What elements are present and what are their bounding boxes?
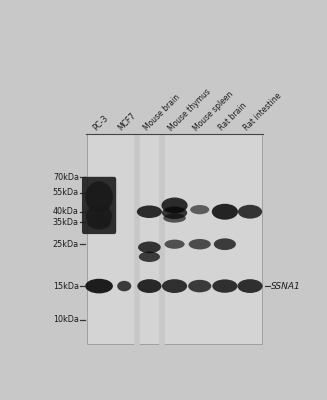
FancyBboxPatch shape	[87, 134, 136, 344]
Text: 15kDa: 15kDa	[53, 282, 79, 290]
Ellipse shape	[190, 205, 209, 214]
Text: SSNA1: SSNA1	[271, 282, 301, 290]
Text: 25kDa: 25kDa	[53, 240, 79, 249]
Ellipse shape	[137, 206, 162, 218]
Ellipse shape	[189, 239, 211, 250]
Ellipse shape	[212, 279, 237, 293]
Ellipse shape	[117, 281, 131, 291]
Ellipse shape	[138, 242, 161, 253]
Ellipse shape	[164, 240, 185, 249]
FancyBboxPatch shape	[163, 134, 262, 344]
Ellipse shape	[85, 181, 113, 213]
Text: Mouse brain: Mouse brain	[142, 93, 181, 133]
Ellipse shape	[162, 206, 187, 219]
Ellipse shape	[163, 214, 186, 223]
Ellipse shape	[237, 279, 263, 293]
Ellipse shape	[139, 252, 160, 262]
Text: 55kDa: 55kDa	[53, 188, 79, 197]
Ellipse shape	[85, 279, 113, 294]
Text: MCF7: MCF7	[117, 111, 138, 133]
Text: Mouse thymus: Mouse thymus	[167, 87, 213, 133]
Text: PC-3: PC-3	[92, 114, 110, 133]
FancyBboxPatch shape	[137, 134, 162, 344]
Text: Rat brain: Rat brain	[217, 101, 249, 133]
Text: 40kDa: 40kDa	[53, 207, 79, 216]
Ellipse shape	[214, 238, 236, 250]
Ellipse shape	[87, 215, 111, 230]
Ellipse shape	[188, 280, 211, 292]
Ellipse shape	[162, 279, 187, 293]
FancyBboxPatch shape	[82, 177, 116, 234]
Text: 10kDa: 10kDa	[53, 315, 79, 324]
Ellipse shape	[212, 204, 238, 220]
Ellipse shape	[137, 279, 162, 293]
Text: 35kDa: 35kDa	[53, 218, 79, 227]
Text: 70kDa: 70kDa	[53, 173, 79, 182]
Ellipse shape	[86, 204, 112, 228]
Text: Rat intestine: Rat intestine	[242, 92, 284, 133]
Text: Mouse spleen: Mouse spleen	[192, 89, 235, 133]
Ellipse shape	[238, 205, 262, 219]
Ellipse shape	[162, 198, 188, 214]
